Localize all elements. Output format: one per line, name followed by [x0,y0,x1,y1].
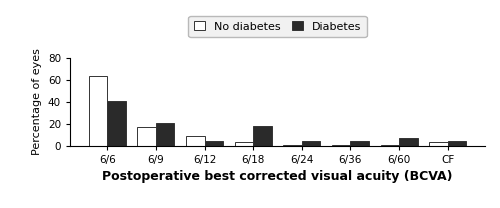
Bar [186,136,204,146]
Y-axis label: Percentage of eyes: Percentage of eyes [32,48,42,155]
Bar [253,126,272,146]
Bar [138,127,156,146]
Legend: No diabetes, Diabetes: No diabetes, Diabetes [188,16,366,37]
Bar [108,101,126,146]
Bar [284,145,302,146]
Bar [429,142,448,146]
Bar [234,142,253,146]
Bar [448,141,466,146]
Bar [380,145,399,146]
Bar [399,138,417,146]
Bar [156,123,174,146]
Bar [204,141,223,146]
Bar [350,141,369,146]
X-axis label: Postoperative best corrected visual acuity (BCVA): Postoperative best corrected visual acui… [102,170,453,183]
Bar [89,76,108,146]
Bar [332,145,350,146]
Bar [302,141,320,146]
